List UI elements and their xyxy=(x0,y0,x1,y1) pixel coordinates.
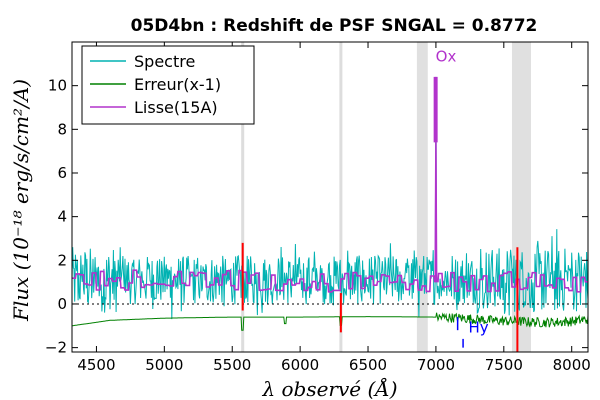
chart-title: 05D4bn : Redshift de PSF SNGAL = 0.8772 xyxy=(131,16,538,36)
x-tick-label: 5000 xyxy=(145,356,183,374)
legend-label-2: Lisse(15A) xyxy=(134,98,218,117)
series-erreur-line xyxy=(72,312,588,331)
y-axis-label: Flux (10⁻¹⁸ erg/s/cm²/A) xyxy=(9,79,33,322)
y-tick-label: 4 xyxy=(57,208,67,226)
y-tick-label: 2 xyxy=(57,251,67,269)
y-tick-label: 10 xyxy=(48,77,67,95)
y-tick-label: 6 xyxy=(57,164,67,182)
x-tick-label: 7000 xyxy=(417,356,455,374)
x-axis-label: λ observé (Å) xyxy=(261,376,397,400)
x-tick-label: 6500 xyxy=(349,356,387,374)
series-spectre-line xyxy=(72,76,588,320)
x-tick-label: 5500 xyxy=(213,356,251,374)
sky-band-0 xyxy=(416,42,428,352)
legend: Spectre Erreur(x-1) Lisse(15A) xyxy=(81,45,255,125)
line-marker-label-ox: Ox xyxy=(436,48,457,66)
y-tick-label: 8 xyxy=(57,120,67,138)
x-tick-label: 7500 xyxy=(485,356,523,374)
plot-area: Ox Hy 4500 5000 5500 6000 6500 7000 7500 8000 −2 0 2… xyxy=(45,41,591,374)
x-tick-label: 8000 xyxy=(553,356,591,374)
x-tick-label: 4500 xyxy=(77,356,115,374)
line-marker-label-hy: Hy xyxy=(469,318,489,336)
legend-label-1: Erreur(x-1) xyxy=(134,75,221,94)
series-lisse-line xyxy=(72,142,588,293)
x-tick-label: 6000 xyxy=(281,356,319,374)
legend-label-0: Spectre xyxy=(134,52,195,71)
legend-box xyxy=(81,45,255,125)
plot-frame xyxy=(71,41,589,353)
y-tick-label: −2 xyxy=(45,339,67,357)
y-tick-label: 0 xyxy=(57,295,67,313)
